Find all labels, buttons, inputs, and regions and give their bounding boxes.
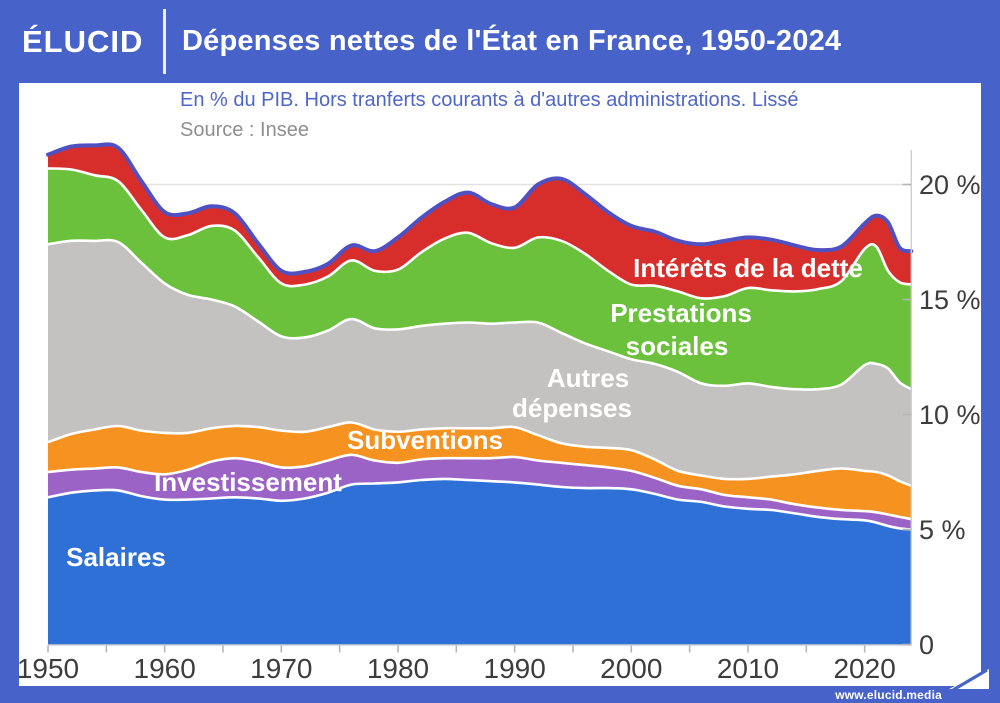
chart-panel: [19, 83, 981, 686]
footer-url: www.elucid.media: [835, 688, 942, 702]
chart-source: Source : Insee: [180, 119, 309, 141]
chart-subtitle: En % du PIB. Hors tranferts courants à d…: [180, 89, 799, 111]
page-title: Dépenses nettes de l'État en France, 195…: [182, 25, 842, 57]
elucid-flag-icon: [949, 668, 989, 691]
footer-bar: [0, 686, 1000, 703]
brand-logo: ÉLUCID: [22, 23, 144, 59]
header-bar: ÉLUCID Dépenses nettes de l'État en Fran…: [0, 0, 1000, 83]
header-separator: [163, 9, 166, 74]
